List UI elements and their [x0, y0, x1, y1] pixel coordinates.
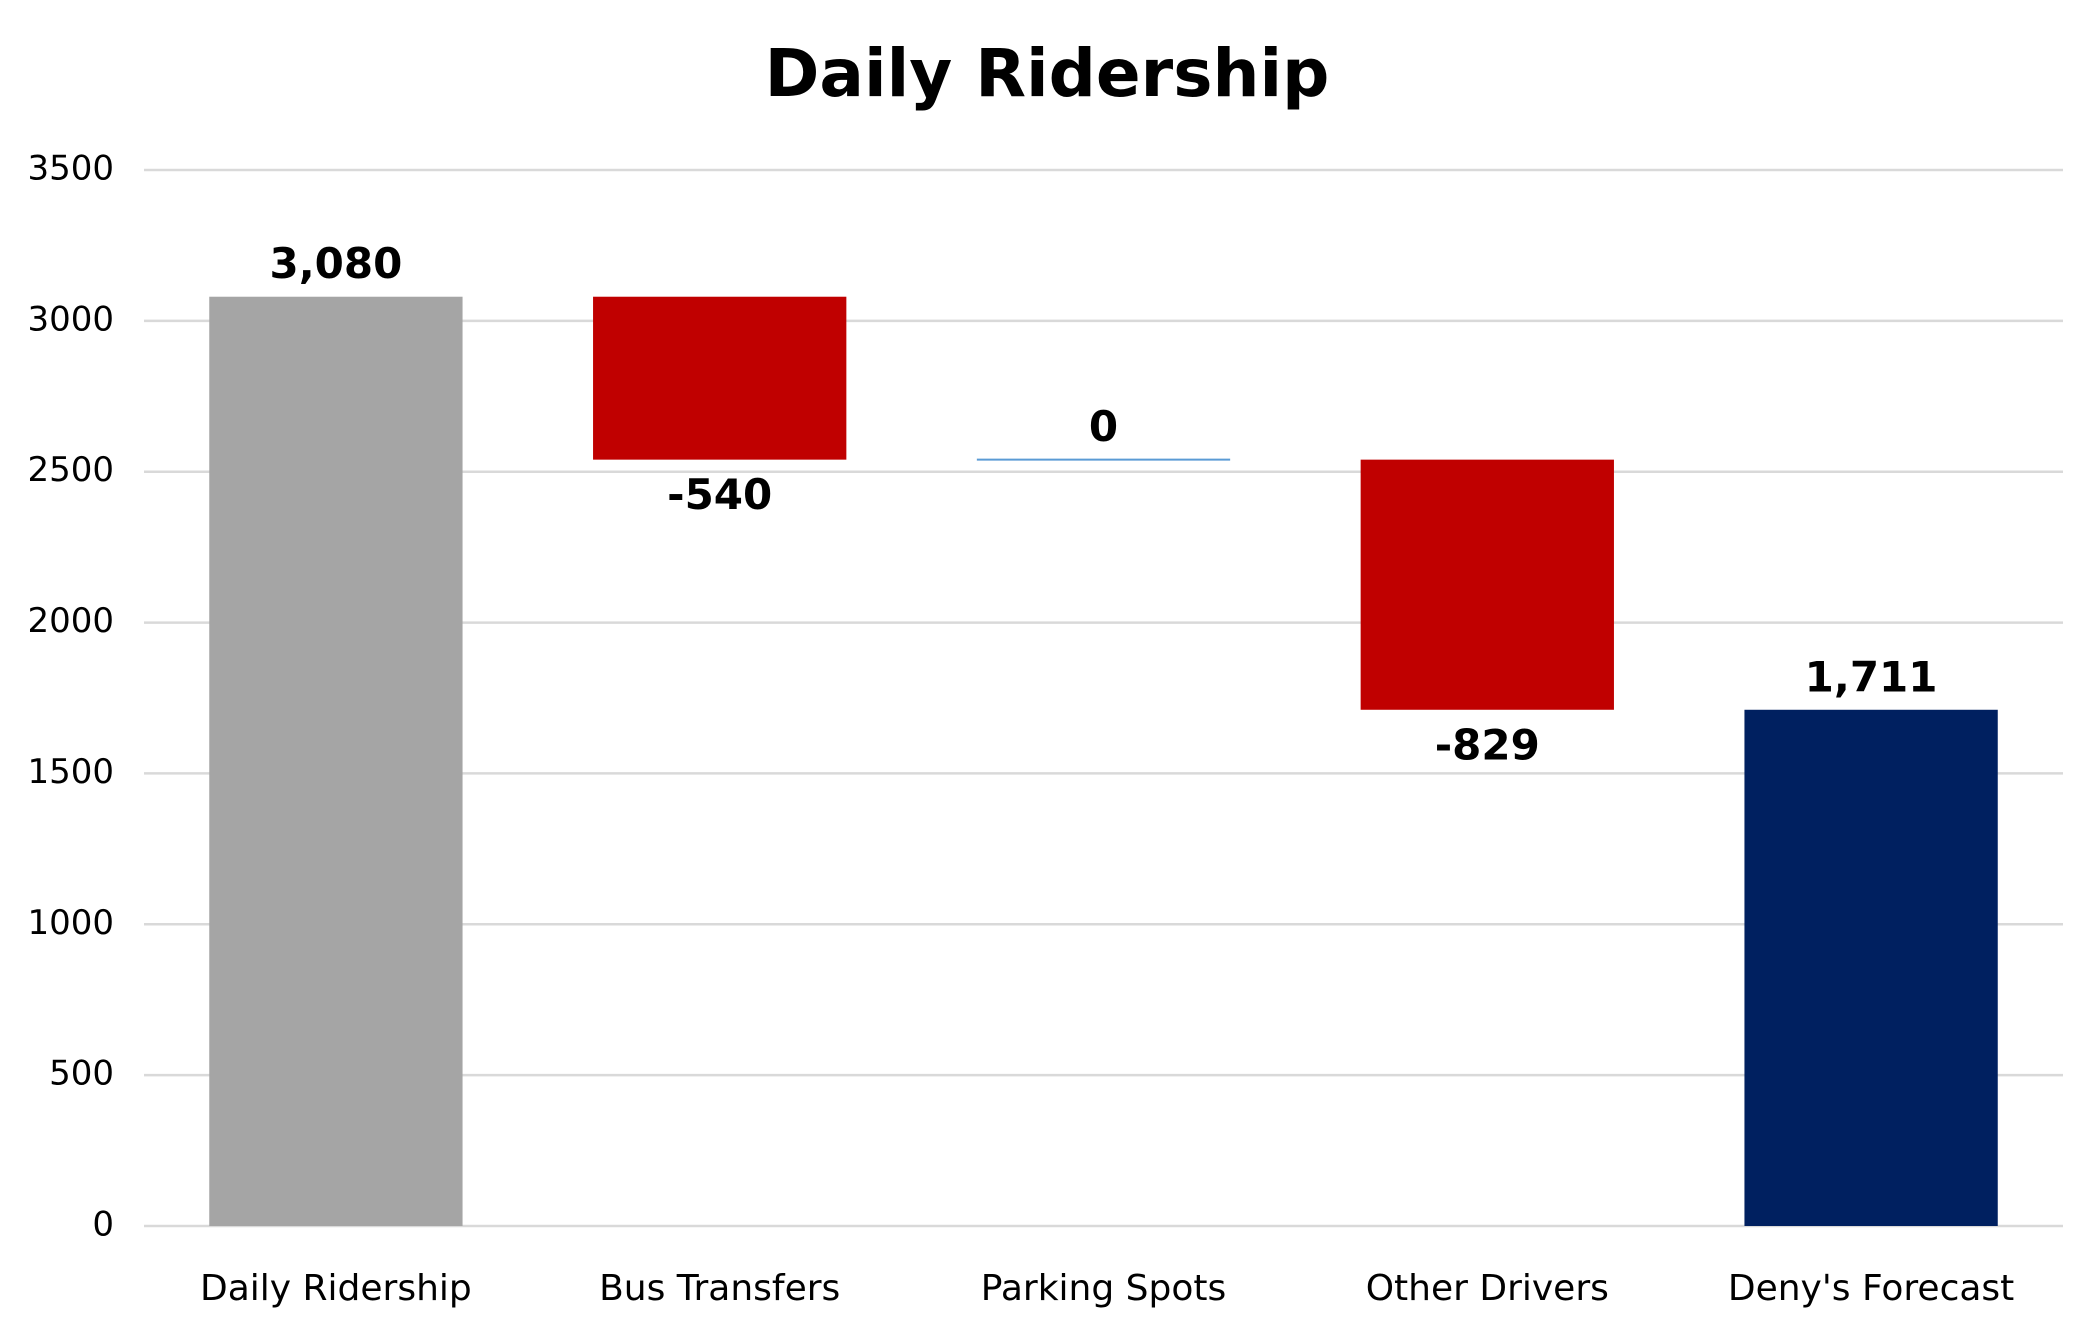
- bar: [209, 296, 463, 1227]
- y-tick-label: 3500: [27, 149, 114, 189]
- y-tick-label: 500: [49, 1054, 114, 1094]
- bar: [1744, 709, 1998, 1226]
- y-tick-label: 2000: [27, 601, 114, 641]
- y-tick-label: 3000: [27, 299, 114, 339]
- value-label: 0: [1089, 402, 1118, 451]
- x-tick-label: Daily Ridership: [200, 1268, 472, 1309]
- y-tick-label: 1500: [27, 752, 114, 792]
- value-label: 1,711: [1805, 652, 1938, 701]
- value-label: -540: [667, 470, 772, 519]
- chart-title: Daily Ridership: [765, 35, 1330, 112]
- x-tick-label: Other Drivers: [1366, 1268, 1609, 1309]
- y-tick-label: 0: [92, 1205, 114, 1245]
- value-label: -829: [1435, 720, 1540, 769]
- y-tick-label: 1000: [27, 903, 114, 943]
- y-tick-label: 2500: [27, 450, 114, 490]
- value-label: 3,080: [269, 239, 402, 288]
- x-tick-label: Parking Spots: [981, 1268, 1227, 1309]
- bar: [593, 296, 847, 460]
- bar: [1360, 459, 1614, 710]
- x-tick-label: Bus Transfers: [599, 1268, 840, 1309]
- x-tick-label: Deny's Forecast: [1728, 1268, 2014, 1309]
